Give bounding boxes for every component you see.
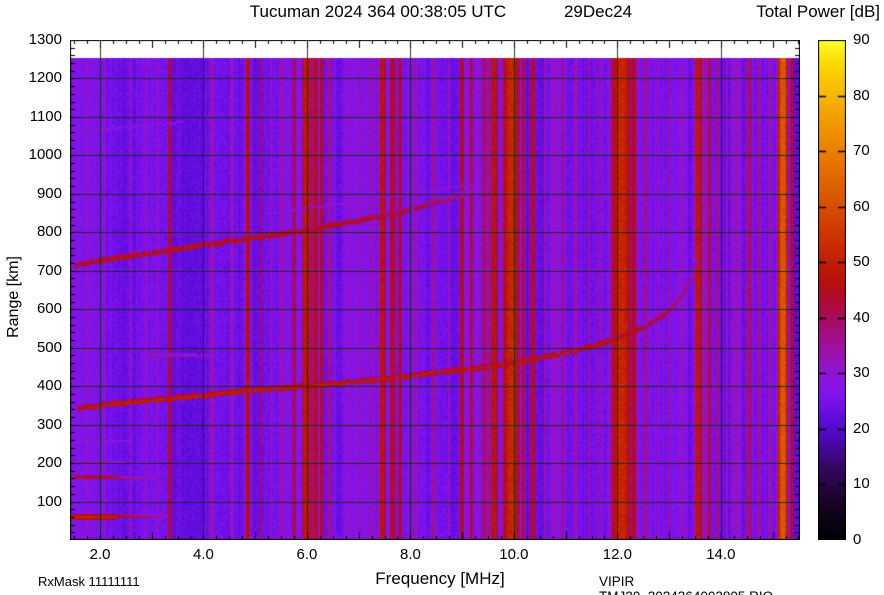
colorbar-tick-label: 40 [853,308,870,326]
y-tick-label: 900 [36,184,62,202]
y-tick-label: 400 [36,377,62,395]
y-tick-label: 200 [36,454,62,472]
colorbar-tick-label: 0 [853,531,862,548]
data-file-label: VIPIR TMJ20_2024364003805.RIQ [599,574,773,595]
y-tick-label: 1000 [28,146,62,164]
y-tick-label: 1200 [28,69,62,87]
x-axis-title: Frequency [MHz] [375,569,505,588]
colorbar-canvas [818,40,846,540]
y-tick-label: 300 [36,415,62,433]
page-title: Tucuman 2024 364 00:38:05 UTC [249,2,507,21]
colorbar-title: Total Power [dB] [756,2,880,21]
x-tick-label: 10.0 [499,546,529,563]
colorbar-tick-label: 90 [853,31,870,48]
y-tick-label: 1100 [29,107,62,125]
y-tick-label: 1300 [28,31,62,48]
title-date: 29Dec24 [563,2,633,21]
colorbar-tick-label: 10 [853,475,870,493]
x-tick-label: 14.0 [706,546,736,563]
ionogram-heatmap-canvas [70,40,800,540]
colorbar-tick-label: 50 [853,253,870,271]
colorbar-tick-label: 80 [853,86,870,104]
colorbar-tick-label: 70 [853,142,870,160]
colorbar-tick-label: 30 [853,364,870,382]
y-tick-label: 700 [36,261,62,279]
y-tick-label: 100 [36,492,62,510]
y-tick-label: 600 [36,300,62,318]
colorbar-tick-label: 60 [853,197,870,215]
x-tick-label: 8.0 [399,546,421,563]
x-tick-label: 12.0 [602,546,632,563]
rx-mask-label: RxMask 11111111 [38,574,140,589]
x-tick-label: 6.0 [296,546,318,563]
x-tick-label: 4.0 [193,546,214,563]
x-tick-label: 2.0 [89,546,111,563]
y-tick-label: 800 [36,223,62,241]
colorbar-tick-label: 20 [853,419,870,437]
y-tick-label: 500 [36,338,62,356]
